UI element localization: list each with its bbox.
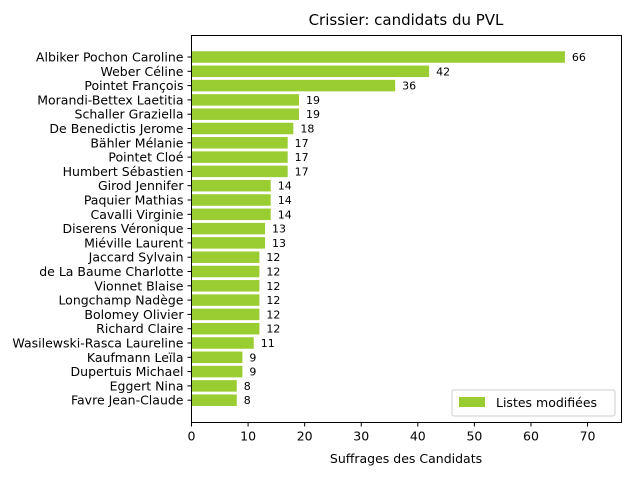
- bar: [191, 165, 288, 178]
- bars-group: 6642361919181717171414141313121212121212…: [191, 51, 586, 407]
- bar: [191, 251, 260, 263]
- bar-value-label: 13: [272, 237, 286, 250]
- bar: [191, 65, 430, 78]
- bar: [191, 380, 237, 392]
- bar-value-label: 17: [295, 137, 309, 150]
- bar-value-label: 12: [266, 266, 280, 279]
- bar-value-label: 18: [300, 123, 314, 136]
- y-tick-label: Schaller Graziella: [75, 107, 184, 122]
- y-tick-label: Longchamp Nadège: [58, 293, 183, 308]
- bar: [191, 308, 260, 321]
- bar: [191, 365, 243, 378]
- bar-value-label: 12: [266, 280, 280, 293]
- bar-value-label: 12: [266, 294, 280, 307]
- bar-value-label: 8: [244, 394, 251, 407]
- bar-value-label: 36: [402, 80, 416, 93]
- bar-value-label: 19: [306, 108, 320, 121]
- legend-box: [451, 389, 616, 417]
- bar-value-label: 12: [266, 251, 280, 264]
- y-tick-label: Diserens Véronique: [63, 221, 184, 236]
- bar-value-label: 42: [436, 65, 450, 78]
- bar-value-label: 19: [306, 94, 320, 107]
- bar: [191, 179, 271, 192]
- y-tick-label: De Benedictis Jerome: [49, 121, 183, 136]
- x-tick-label: 20: [297, 429, 313, 444]
- bar-value-label: 66: [572, 51, 586, 64]
- x-axis-label: Suffrages des Candidats: [330, 451, 482, 466]
- x-tick-label: 10: [240, 429, 256, 444]
- bar-value-label: 9: [249, 351, 256, 364]
- bar: [191, 194, 271, 206]
- bar-value-label: 14: [278, 208, 292, 221]
- y-tick-label: Dupertuis Michael: [71, 364, 184, 379]
- y-tick-label: Jaccard Sylvain: [88, 250, 184, 265]
- bar-value-label: 9: [249, 366, 256, 379]
- bar-value-label: 14: [278, 194, 292, 207]
- y-tick-label: Miéville Laurent: [84, 235, 183, 250]
- bar: [191, 151, 288, 163]
- bar: [191, 222, 266, 235]
- bar: [191, 79, 396, 92]
- y-tick-label: Cavalli Virginie: [91, 207, 184, 222]
- bar-value-label: 8: [244, 380, 251, 393]
- legend-label: Listes modifiées: [496, 395, 597, 410]
- bar: [191, 122, 294, 135]
- y-tick-label: Kaufmann Leïla: [87, 350, 184, 365]
- bar: [191, 108, 299, 120]
- y-tick-label: Bolomey Olivier: [84, 307, 184, 322]
- plot-frame: [191, 35, 622, 423]
- y-tick-label: Weber Céline: [100, 64, 183, 79]
- x-tick-label: 50: [466, 429, 482, 444]
- legend: Listes modifiées: [451, 389, 616, 417]
- y-tick-label: Richard Claire: [96, 321, 184, 336]
- x-axis-ticks: 0 10 20 30 40 50 60 70: [188, 422, 596, 444]
- legend-swatch: [459, 397, 485, 407]
- x-tick-label: 30: [353, 429, 369, 444]
- bar: [191, 208, 271, 221]
- bar: [191, 237, 266, 249]
- x-tick-label: 0: [188, 429, 196, 444]
- bar: [191, 51, 565, 63]
- y-tick-label: Eggert Nina: [110, 378, 184, 393]
- bar: [191, 394, 237, 406]
- bar-value-label: 13: [272, 223, 286, 236]
- bar-value-label: 17: [295, 165, 309, 178]
- y-tick-label: de La Baume Charlotte: [39, 264, 184, 279]
- bar: [191, 337, 254, 349]
- chart-title: Crissier: candidats du PVL: [309, 11, 504, 29]
- bar: [191, 351, 243, 364]
- bar: [191, 265, 260, 278]
- y-tick-label: Morandi-Bettex Laetitia: [37, 92, 183, 107]
- y-tick-label: Wasilewski-Rasca Laureline: [12, 336, 183, 351]
- y-tick-label: Pointet Cloé: [108, 150, 183, 165]
- bar-value-label: 17: [295, 151, 309, 164]
- x-tick-label: 70: [580, 429, 596, 444]
- y-tick-label: Paquier Mathias: [84, 193, 184, 208]
- bar-value-label: 11: [261, 337, 275, 350]
- x-tick-label: 40: [410, 429, 426, 444]
- x-tick-label: 60: [523, 429, 539, 444]
- bar: [191, 280, 260, 292]
- bar-value-label: 12: [266, 323, 280, 336]
- y-tick-label: Albiker Pochon Caroline: [36, 50, 184, 65]
- y-tick-label: Bähler Mélanie: [90, 135, 183, 150]
- bar: [191, 137, 288, 149]
- bar: [191, 322, 260, 335]
- y-tick-label: Humbert Sébastien: [63, 164, 184, 179]
- y-tick-label: Vionnet Blaise: [94, 278, 184, 293]
- bar-value-label: 12: [266, 308, 280, 321]
- y-tick-label: Girod Jennifer: [98, 178, 184, 193]
- bar: [191, 294, 260, 306]
- bar: [191, 94, 299, 106]
- bar-value-label: 14: [278, 180, 292, 193]
- y-tick-label: Pointet François: [84, 78, 183, 93]
- y-tick-label: Favre Jean-Claude: [71, 393, 184, 408]
